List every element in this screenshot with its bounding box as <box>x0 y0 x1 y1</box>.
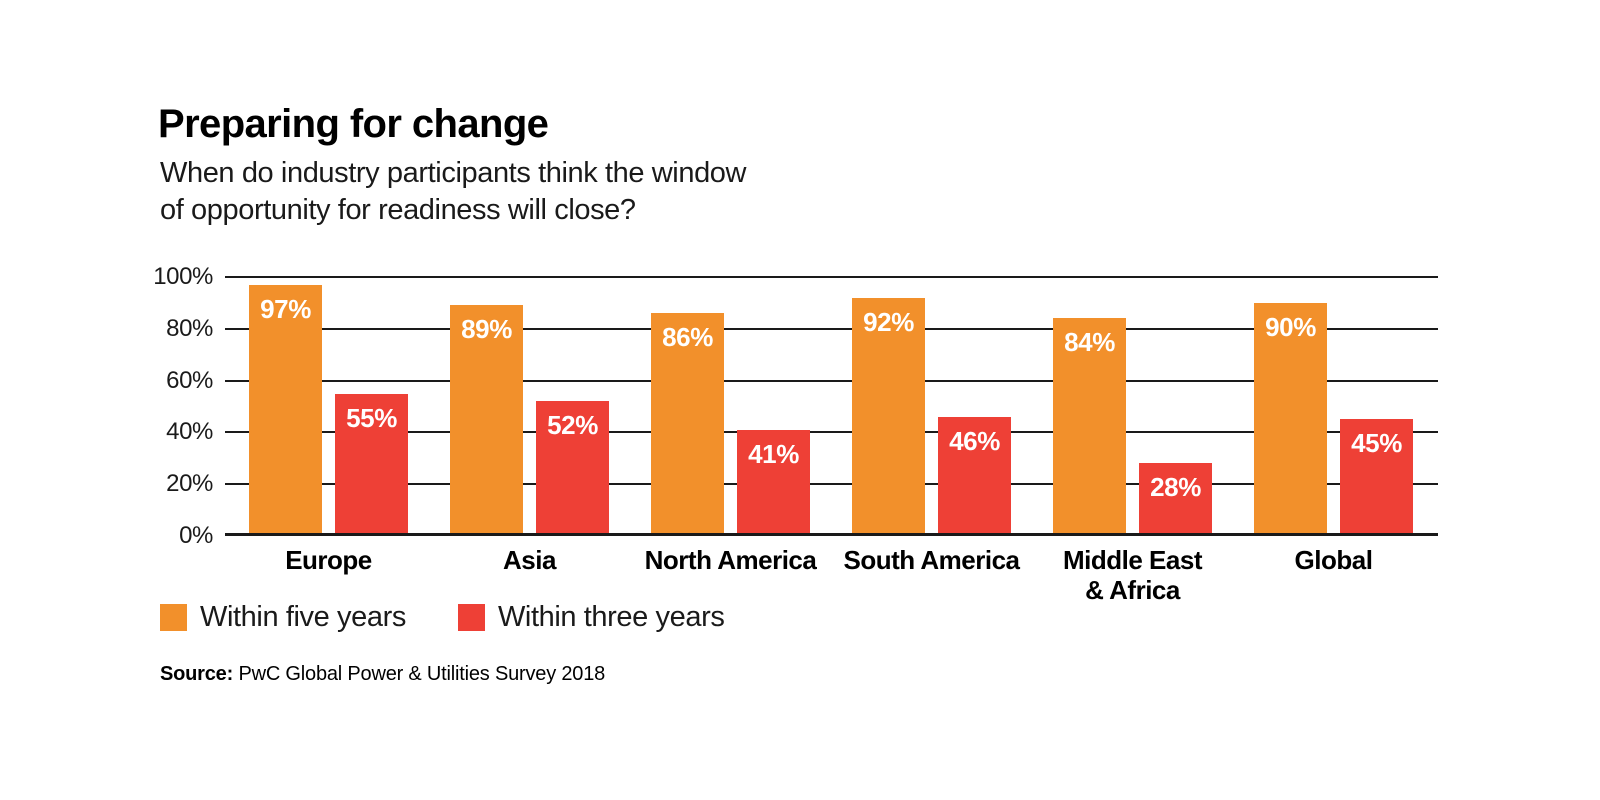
y-tick-label: 20% <box>166 470 213 498</box>
chart-subtitle-line-2: of opportunity for readiness will close? <box>160 194 636 226</box>
y-tick-label: 60% <box>166 366 213 394</box>
bar-five-years: 97% <box>249 285 322 536</box>
bar-five-years: 86% <box>651 313 724 536</box>
source-note: Source: PwC Global Power & Utilities Sur… <box>160 663 605 686</box>
bar-three-years: 55% <box>335 394 408 536</box>
bar-three-years: 28% <box>1139 463 1212 536</box>
gridline <box>225 379 1438 382</box>
bar-value-label: 55% <box>346 403 397 433</box>
bar-five-years: 92% <box>852 298 925 536</box>
bar-three-years: 46% <box>938 417 1011 536</box>
bar-five-years: 90% <box>1254 303 1327 536</box>
legend-label: Within three years <box>497 601 725 633</box>
legend-swatch-orange <box>160 604 187 631</box>
bar-value-label: 84% <box>1064 327 1115 357</box>
bar-five-years: 84% <box>1053 318 1126 536</box>
gridline <box>225 327 1438 330</box>
bar-value-label: 52% <box>547 410 598 440</box>
bar-value-label: 92% <box>863 307 914 337</box>
bar-value-label: 28% <box>1150 472 1201 502</box>
x-category-label: Global <box>1294 545 1373 575</box>
bar-value-label: 89% <box>461 314 512 344</box>
bar-five-years: 89% <box>450 305 523 536</box>
chart-title: Preparing for change <box>158 102 549 146</box>
bar-value-label: 90% <box>1265 312 1316 342</box>
legend: Within five years Within three years <box>160 601 725 634</box>
source-text: PwC Global Power & Utilities Survey 2018 <box>238 663 606 685</box>
x-axis-baseline <box>225 533 1438 536</box>
legend-label: Within five years <box>200 601 406 633</box>
chart-subtitle-line-1: When do industry participants think the … <box>160 157 747 189</box>
x-category-label: South America <box>843 545 1020 575</box>
y-tick-label: 40% <box>166 418 213 446</box>
x-category-label: Middle East & Africa <box>1063 545 1202 605</box>
legend-item-five-years: Within five years <box>160 601 406 634</box>
y-tick-label: 100% <box>153 263 213 290</box>
x-category-label: North America <box>644 545 817 575</box>
bar-value-label: 45% <box>1351 428 1402 458</box>
x-category-label: Asia <box>503 545 556 575</box>
gridline <box>225 483 1438 486</box>
bar-three-years: 41% <box>737 430 810 536</box>
legend-swatch-red <box>457 604 485 631</box>
y-axis: 0% 20% 40% 60% 80% 100% <box>0 265 213 548</box>
plot-area: 97% 55% 89% 52% 86% 41% 92% 46% 84% 28% 90% 45% <box>225 276 1438 536</box>
x-category-label: Europe <box>285 545 372 575</box>
gridline <box>225 431 1438 434</box>
bar-value-label: 46% <box>949 426 1000 456</box>
bar-value-label: 97% <box>260 294 311 324</box>
y-tick-label: 0% <box>179 522 213 549</box>
bar-three-years: 45% <box>1340 419 1413 536</box>
bar-value-label: 41% <box>748 439 799 469</box>
source-label: Source: <box>160 663 234 685</box>
gridline <box>225 276 1438 278</box>
bar-three-years: 52% <box>536 401 609 536</box>
chart-subtitle: When do industry participants think the … <box>160 155 746 229</box>
x-axis-labels: Europe Asia North America South America Midd… <box>225 545 1438 615</box>
legend-item-three-years: Within three years <box>457 601 725 634</box>
bar-value-label: 86% <box>662 322 713 352</box>
y-tick-label: 80% <box>166 314 213 342</box>
